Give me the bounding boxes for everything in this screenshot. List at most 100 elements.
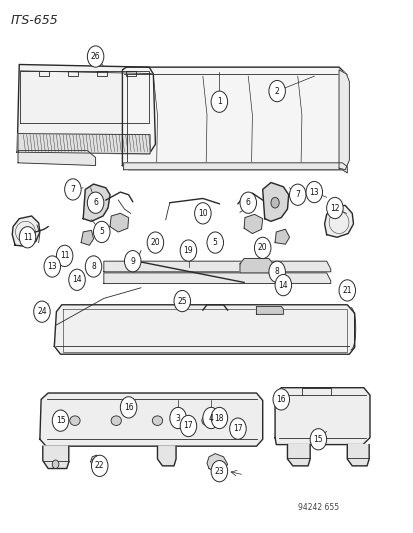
Circle shape [87,46,104,67]
Text: 22: 22 [95,462,104,470]
Polygon shape [83,184,110,221]
Polygon shape [244,214,262,233]
Circle shape [169,407,186,429]
Circle shape [85,256,102,277]
Circle shape [305,181,322,203]
Text: 17: 17 [183,422,193,431]
Circle shape [274,274,291,296]
Text: 5: 5 [99,228,104,237]
Bar [97,71,107,76]
Text: 6: 6 [245,198,250,207]
Text: 19: 19 [183,246,193,255]
Polygon shape [18,151,95,165]
Polygon shape [110,213,128,232]
Text: 7: 7 [294,190,299,199]
Circle shape [44,256,60,277]
Text: 10: 10 [197,209,207,218]
Polygon shape [338,70,349,169]
Circle shape [180,240,196,261]
Polygon shape [274,229,289,244]
Circle shape [268,80,285,102]
Text: 20: 20 [257,244,267,253]
Polygon shape [324,205,353,237]
Bar [39,71,49,76]
Text: 6: 6 [93,198,98,207]
Circle shape [92,198,100,209]
Circle shape [64,179,81,200]
Text: 24: 24 [37,307,47,316]
Circle shape [180,415,196,437]
Circle shape [19,227,36,248]
Text: 2: 2 [274,86,279,95]
Polygon shape [81,230,93,245]
Circle shape [52,460,59,469]
Text: ITS-655: ITS-655 [11,14,59,27]
Text: 15: 15 [56,416,65,425]
Bar [126,71,135,76]
Ellipse shape [273,268,281,276]
Text: 15: 15 [313,435,323,444]
Polygon shape [43,446,69,469]
Text: 20: 20 [150,238,160,247]
Circle shape [173,290,190,312]
Circle shape [194,203,211,224]
Circle shape [309,429,326,450]
Circle shape [120,397,137,418]
Ellipse shape [70,416,80,425]
Polygon shape [287,445,309,466]
Circle shape [211,91,227,112]
Polygon shape [123,163,347,173]
Text: 21: 21 [342,286,351,295]
Circle shape [202,407,219,429]
Polygon shape [347,445,368,466]
Circle shape [124,251,141,272]
Circle shape [211,461,227,482]
Text: 9: 9 [130,257,135,265]
Text: 25: 25 [177,296,187,305]
Polygon shape [17,64,155,154]
Circle shape [33,301,50,322]
Text: 14: 14 [278,280,287,289]
Polygon shape [12,216,40,246]
Polygon shape [54,305,354,354]
Text: 4: 4 [208,414,213,423]
Circle shape [289,184,305,205]
Circle shape [206,232,223,253]
Circle shape [338,280,355,301]
Circle shape [69,269,85,290]
Text: 23: 23 [214,467,224,475]
Bar [68,71,78,76]
Polygon shape [262,182,288,221]
Text: 13: 13 [47,262,57,271]
Text: 17: 17 [233,424,242,433]
Text: 12: 12 [329,204,339,213]
Circle shape [87,192,104,213]
Text: 26: 26 [90,52,100,61]
Circle shape [240,192,256,213]
Polygon shape [240,259,272,273]
Polygon shape [18,134,150,154]
Polygon shape [274,387,369,445]
Text: 14: 14 [72,275,82,284]
Circle shape [91,455,108,477]
Text: 7: 7 [70,185,75,194]
Text: 16: 16 [276,395,285,404]
Text: 8: 8 [91,262,96,271]
Polygon shape [90,455,102,467]
Ellipse shape [91,263,100,272]
Circle shape [272,389,289,410]
Circle shape [56,245,73,266]
Circle shape [147,232,163,253]
Circle shape [270,197,278,208]
Text: 5: 5 [212,238,217,247]
Ellipse shape [152,416,162,425]
Circle shape [52,410,69,431]
Circle shape [268,261,285,282]
Polygon shape [104,261,330,272]
Text: 18: 18 [214,414,223,423]
Polygon shape [104,273,330,284]
Text: 11: 11 [23,233,32,242]
Text: 13: 13 [309,188,318,197]
Polygon shape [40,393,262,446]
Polygon shape [157,446,176,466]
